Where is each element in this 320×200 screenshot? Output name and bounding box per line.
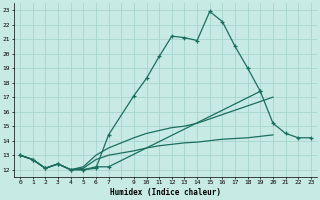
- X-axis label: Humidex (Indice chaleur): Humidex (Indice chaleur): [110, 188, 221, 197]
